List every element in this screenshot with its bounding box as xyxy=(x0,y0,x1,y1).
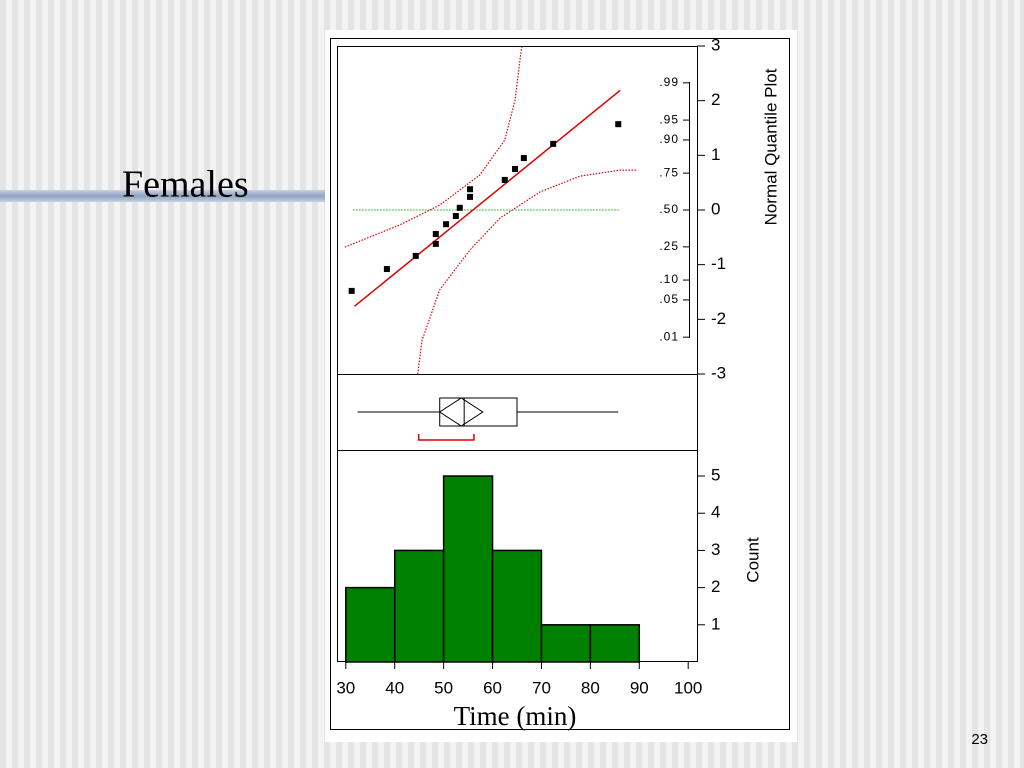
upper-band xyxy=(344,45,523,248)
x-tick-label: 80 xyxy=(581,678,600,697)
y-tick-label: 2 xyxy=(711,577,720,596)
bar xyxy=(345,586,396,663)
probability-tick-label: .25 xyxy=(659,239,679,253)
point xyxy=(432,240,439,247)
bar xyxy=(589,624,641,663)
x-tick-label: 60 xyxy=(483,678,502,697)
y-tick-label: 2 xyxy=(711,90,720,109)
x-axis-title: Time (min) xyxy=(454,701,577,731)
y-tick-label: -3 xyxy=(711,363,726,382)
point xyxy=(467,186,474,193)
x-tick-label: 70 xyxy=(532,678,551,697)
frame xyxy=(330,38,790,730)
y-tick-label: 5 xyxy=(711,466,720,485)
accent-bar xyxy=(0,190,326,202)
point xyxy=(456,204,463,211)
probability-tick-label: .10 xyxy=(659,272,679,286)
x-tick-label: 30 xyxy=(336,678,355,697)
y-tick-label: 1 xyxy=(711,145,720,164)
probability-tick-label: .99 xyxy=(659,75,679,89)
y-tick-label: 3 xyxy=(711,35,720,54)
lower-band xyxy=(417,169,637,375)
point xyxy=(432,231,439,238)
x-tick-label: 90 xyxy=(630,678,649,697)
fit-line xyxy=(354,89,621,307)
probability-tick-label: .90 xyxy=(659,132,679,146)
point xyxy=(452,213,459,220)
point xyxy=(443,221,450,228)
point xyxy=(467,193,474,200)
point xyxy=(348,287,355,294)
probability-tick-label: .05 xyxy=(659,292,679,306)
page-number: 23 xyxy=(971,731,988,748)
shortest-half xyxy=(417,434,475,441)
point xyxy=(520,155,527,162)
point xyxy=(512,166,519,172)
mean-diamond xyxy=(438,397,484,427)
bar xyxy=(393,549,445,663)
bar xyxy=(491,549,543,663)
y-tick-label: -2 xyxy=(711,309,726,328)
x-tick-label: 40 xyxy=(385,678,404,697)
point xyxy=(383,266,390,273)
point xyxy=(615,121,622,128)
probability-tick-label: .75 xyxy=(659,165,679,179)
bar xyxy=(540,624,592,663)
y-tick-label: 0 xyxy=(711,199,720,218)
y-tick-label: 4 xyxy=(711,503,720,522)
x-tick-label: 100 xyxy=(674,678,702,697)
point xyxy=(501,176,508,183)
probability-tick-label: .01 xyxy=(659,329,679,343)
y-axis-title: Normal Quantile Plot xyxy=(761,68,780,225)
slide-title: Females xyxy=(122,164,249,206)
y-axis-title: Count xyxy=(743,537,762,583)
probability-tick-label: .50 xyxy=(659,202,679,216)
probability-tick-label: .95 xyxy=(659,112,679,126)
y-tick-label: 1 xyxy=(711,614,720,633)
bar xyxy=(442,475,494,663)
x-tick-label: 50 xyxy=(434,678,453,697)
y-tick-label: -1 xyxy=(711,254,726,273)
point xyxy=(550,140,557,147)
point xyxy=(412,252,419,259)
y-tick-label: 3 xyxy=(711,540,720,559)
